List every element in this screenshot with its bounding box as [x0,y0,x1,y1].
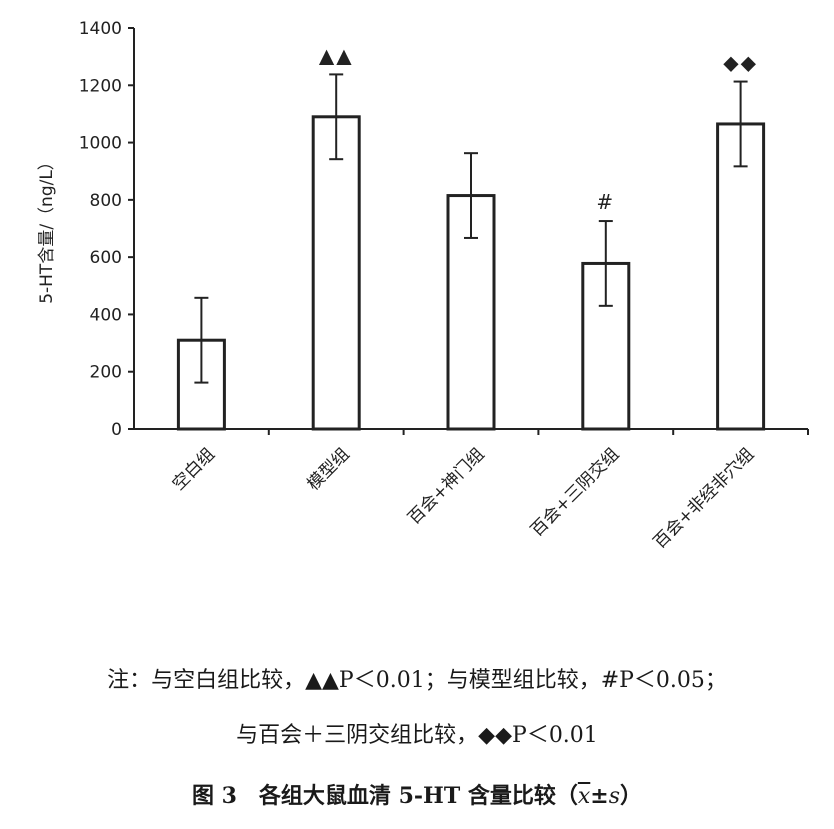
x-tick-label: 模型组 [304,444,354,494]
y-tick-label: 600 [90,248,122,268]
caption-suffix: ） [620,783,643,809]
y-tick-label: 1400 [79,19,122,39]
y-tick-label: 1000 [79,134,122,154]
caption-sd-symbol: s [608,784,621,809]
y-axis-title: 5-HT含量/（ng/L） [37,153,57,304]
y-tick-label: 1200 [79,76,122,96]
caption-prefix: 图 3 各组大鼠血清 5-HT 含量比较（ [191,783,578,809]
y-tick-label: 400 [90,305,122,325]
caption-mean-symbol: x [577,784,591,809]
x-tick-label: 百会+神门组 [404,444,488,528]
y-tick-label: 200 [90,363,122,383]
y-tick-label: 800 [90,191,122,211]
significance-marker: # [596,190,615,214]
figure-caption: 图 3 各组大鼠血清 5-HT 含量比较（x±s） [0,778,834,810]
x-tick-label: 百会+三阴交组 [527,444,623,540]
significance-marker: ▲▲ [319,43,354,67]
significance-marker: ◆◆ [723,51,758,75]
significance-note-line1: 注：与空白组比较，▲▲P＜0.01；与模型组比较，#P＜0.05； [107,668,727,693]
x-tick-label: 百会+非经非穴组 [650,444,758,552]
significance-note-line2: 与百会＋三阴交组比较，◆◆P＜0.01 [236,723,598,748]
bar [311,115,361,431]
y-tick-label: 0 [111,420,122,440]
bar-chart: 0 200 400 600 800 1000 1200 1400 5-HT含量/（ng/L） 空白… [37,19,809,553]
caption-plusminus: ± [590,783,609,809]
x-tick-label: 空白组 [169,444,219,494]
bar [716,122,766,431]
